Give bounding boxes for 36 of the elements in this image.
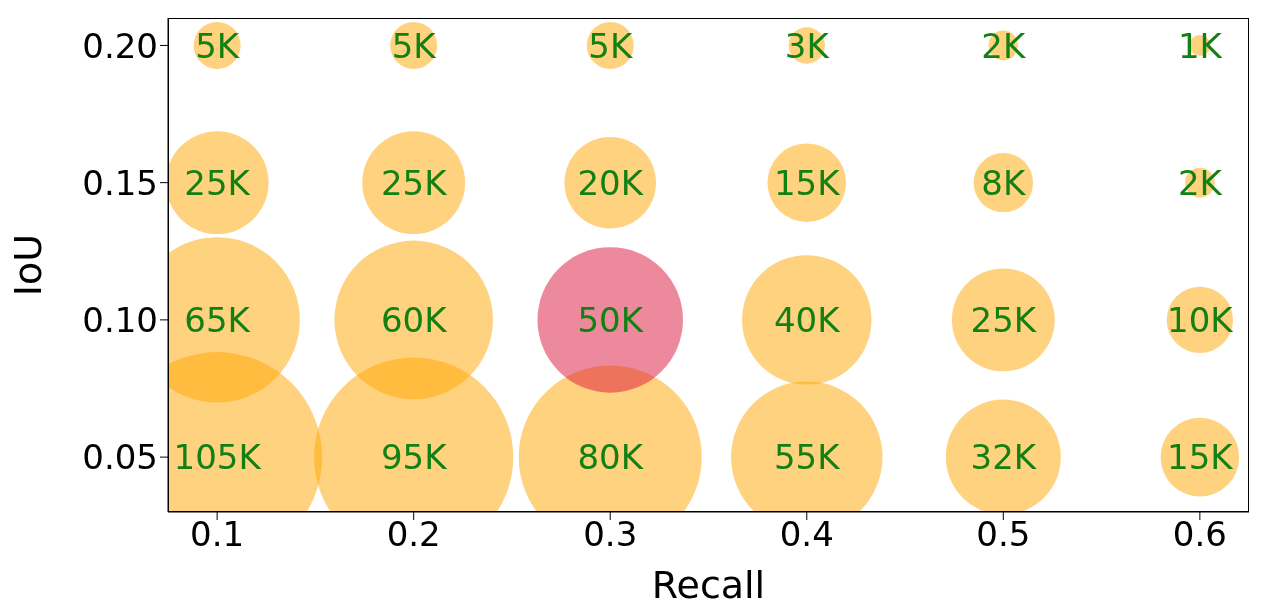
x-tick-label: 0.5: [976, 514, 1031, 555]
annotation: 65K: [184, 299, 252, 340]
x-axis-title: Recall: [651, 563, 766, 607]
annotation: 25K: [184, 162, 252, 203]
annotation: 80K: [577, 437, 645, 478]
annotation: 55K: [773, 437, 842, 478]
annotation: 50K: [577, 299, 645, 340]
annotation: 32K: [970, 437, 1038, 478]
annotation: 5K: [391, 25, 438, 66]
annotation: 2K: [1177, 162, 1224, 203]
y-tick-label: 0.15: [82, 162, 158, 203]
y-tick-label: 0.10: [82, 299, 158, 340]
x-tick-label: 0.1: [190, 514, 245, 555]
y-axis-title: IoU: [6, 233, 51, 297]
y-tick-label: 0.05: [82, 437, 158, 478]
x-tick-label: 0.3: [583, 514, 638, 555]
annotation: 60K: [380, 299, 449, 340]
annotation: 8K: [981, 162, 1027, 203]
annotation: 5K: [195, 25, 241, 66]
y-tick-label: 0.20: [82, 25, 158, 66]
annotation: 15K: [773, 162, 842, 203]
annotation: 1K: [1177, 25, 1224, 66]
annotation: 15K: [1167, 437, 1235, 478]
annotation: 10K: [1167, 299, 1235, 340]
annotation: 20K: [577, 162, 645, 203]
annotation: 105K: [173, 437, 263, 478]
x-tick-label: 0.6: [1172, 514, 1227, 555]
annotation: 5K: [588, 25, 634, 66]
annotation: 25K: [970, 299, 1038, 340]
annotation: 25K: [380, 162, 449, 203]
annotation: 2K: [981, 25, 1027, 66]
annotation: 3K: [784, 25, 831, 66]
x-tick-label: 0.2: [386, 514, 441, 555]
x-tick-label: 0.4: [779, 514, 834, 555]
annotation: 40K: [773, 299, 842, 340]
annotation: 95K: [380, 437, 449, 478]
